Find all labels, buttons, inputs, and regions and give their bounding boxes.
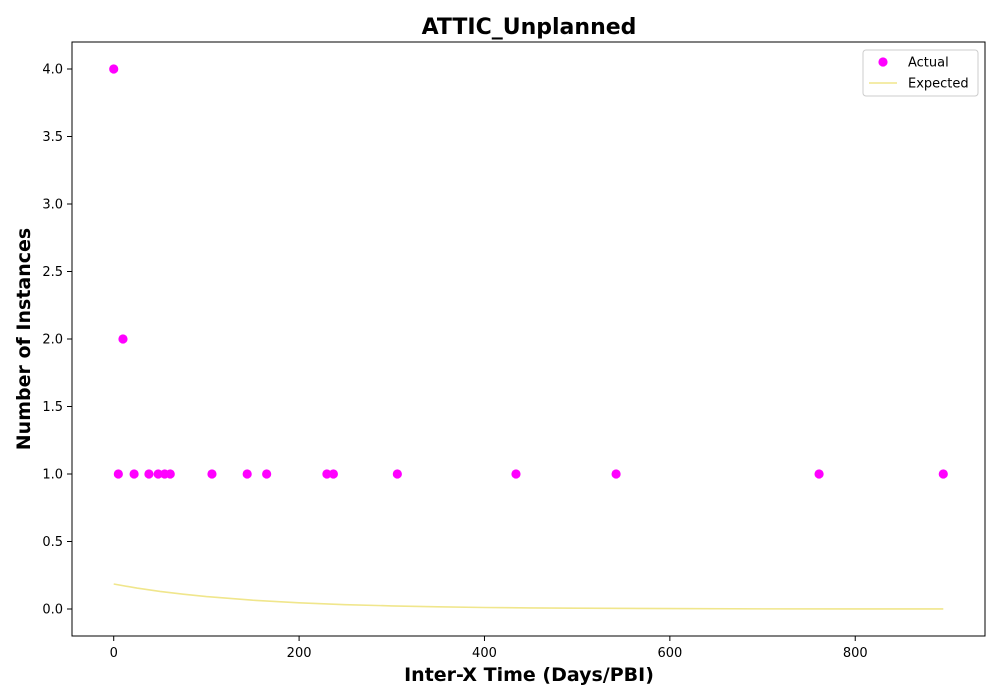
- actual-point: [165, 469, 175, 479]
- legend-marker-actual: [878, 57, 888, 67]
- actual-point: [118, 334, 128, 344]
- expected-line: [113, 583, 944, 610]
- actual-point: [611, 469, 621, 479]
- x-tick-label: 400: [472, 646, 497, 661]
- actual-point: [392, 469, 402, 479]
- y-tick-label: 0.0: [42, 603, 63, 618]
- y-tick-label: 0.5: [42, 535, 63, 550]
- actual-point: [328, 469, 338, 479]
- legend-label: Expected: [908, 77, 969, 92]
- actual-point: [153, 469, 163, 479]
- actual-point: [814, 469, 824, 479]
- actual-point: [144, 469, 154, 479]
- y-tick-label: 1.5: [42, 400, 63, 415]
- actual-point: [113, 469, 123, 479]
- y-tick-label: 1.0: [42, 468, 63, 483]
- y-tick-label: 3.5: [42, 130, 63, 145]
- actual-point: [322, 469, 332, 479]
- plot-area: 0 200 400 600 800 0.0 0.5 1.0 1.5 2.0 2.5 3.0 3.5 4.0: [42, 41, 986, 661]
- actual-point: [242, 469, 252, 479]
- x-axis-label: Inter-X Time (Days/PBI): [404, 664, 654, 686]
- y-tick-label: 3.0: [42, 198, 63, 213]
- actual-point: [511, 469, 521, 479]
- x-tick-label: 0: [110, 646, 118, 661]
- actual-point: [129, 469, 139, 479]
- actual-point: [207, 469, 217, 479]
- y-axis-label: Number of Instances: [13, 228, 35, 450]
- actual-point: [109, 64, 119, 74]
- legend-label: Actual: [908, 56, 949, 71]
- x-tick-label: 600: [657, 646, 682, 661]
- y-tick-label: 4.0: [42, 63, 63, 78]
- legend: Actual Expected: [862, 49, 979, 97]
- legend-box: [862, 49, 979, 97]
- actual-point: [938, 469, 948, 479]
- y-tick-label: 2.5: [42, 265, 63, 280]
- y-tick-label: 2.0: [42, 333, 63, 348]
- x-tick-label: 200: [287, 646, 312, 661]
- x-tick-label: 800: [843, 646, 868, 661]
- actual-point: [262, 469, 272, 479]
- plot-frame: [71, 41, 986, 637]
- chart-title: ATTIC_Unplanned: [422, 15, 637, 40]
